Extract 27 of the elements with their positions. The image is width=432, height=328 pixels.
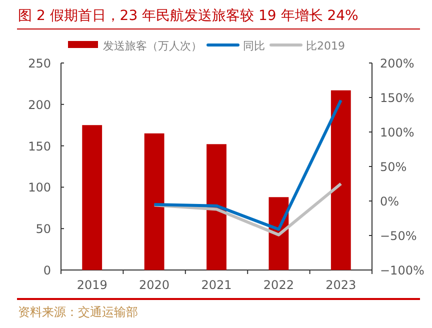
- y-tick-label: 100: [28, 180, 51, 195]
- text: 资料来源：交通运输部: [18, 305, 138, 319]
- y-tick-label: 0: [43, 264, 51, 278]
- y-tick-label: 250: [28, 56, 51, 70]
- y2-tick-label: −100%: [380, 264, 424, 278]
- y2-tick-label: 50%: [380, 160, 407, 174]
- title: 图 2 假期首日，23 年民航发送旅客较 19 年增长 24%: [18, 8, 358, 24]
- y-tick-label: 200: [28, 98, 51, 112]
- bar: [144, 133, 164, 270]
- bar: [206, 144, 226, 270]
- x-tick-label: 2021: [201, 278, 232, 292]
- x-tick-label: 2020: [139, 278, 170, 292]
- x-tick-label: 2019: [76, 278, 108, 292]
- y2-tick-label: 150%: [380, 91, 414, 105]
- legend-label: 比2019: [306, 40, 345, 52]
- y2-tick-label: −50%: [380, 229, 417, 243]
- y-tick-label: 50: [36, 222, 51, 236]
- x-tick-label: 2022: [263, 278, 294, 292]
- y2-tick-label: 100%: [380, 126, 414, 140]
- y2-tick-label: 200%: [380, 56, 414, 70]
- bar: [330, 90, 351, 270]
- legend-label: 同比: [243, 40, 265, 52]
- bar: [82, 125, 102, 270]
- y-tick-label: 150: [28, 139, 51, 154]
- y2-tick-label: 0%: [380, 194, 400, 208]
- x-tick-label: 2023: [326, 278, 356, 292]
- legend-label: 发送旅客（万人次）: [103, 40, 202, 52]
